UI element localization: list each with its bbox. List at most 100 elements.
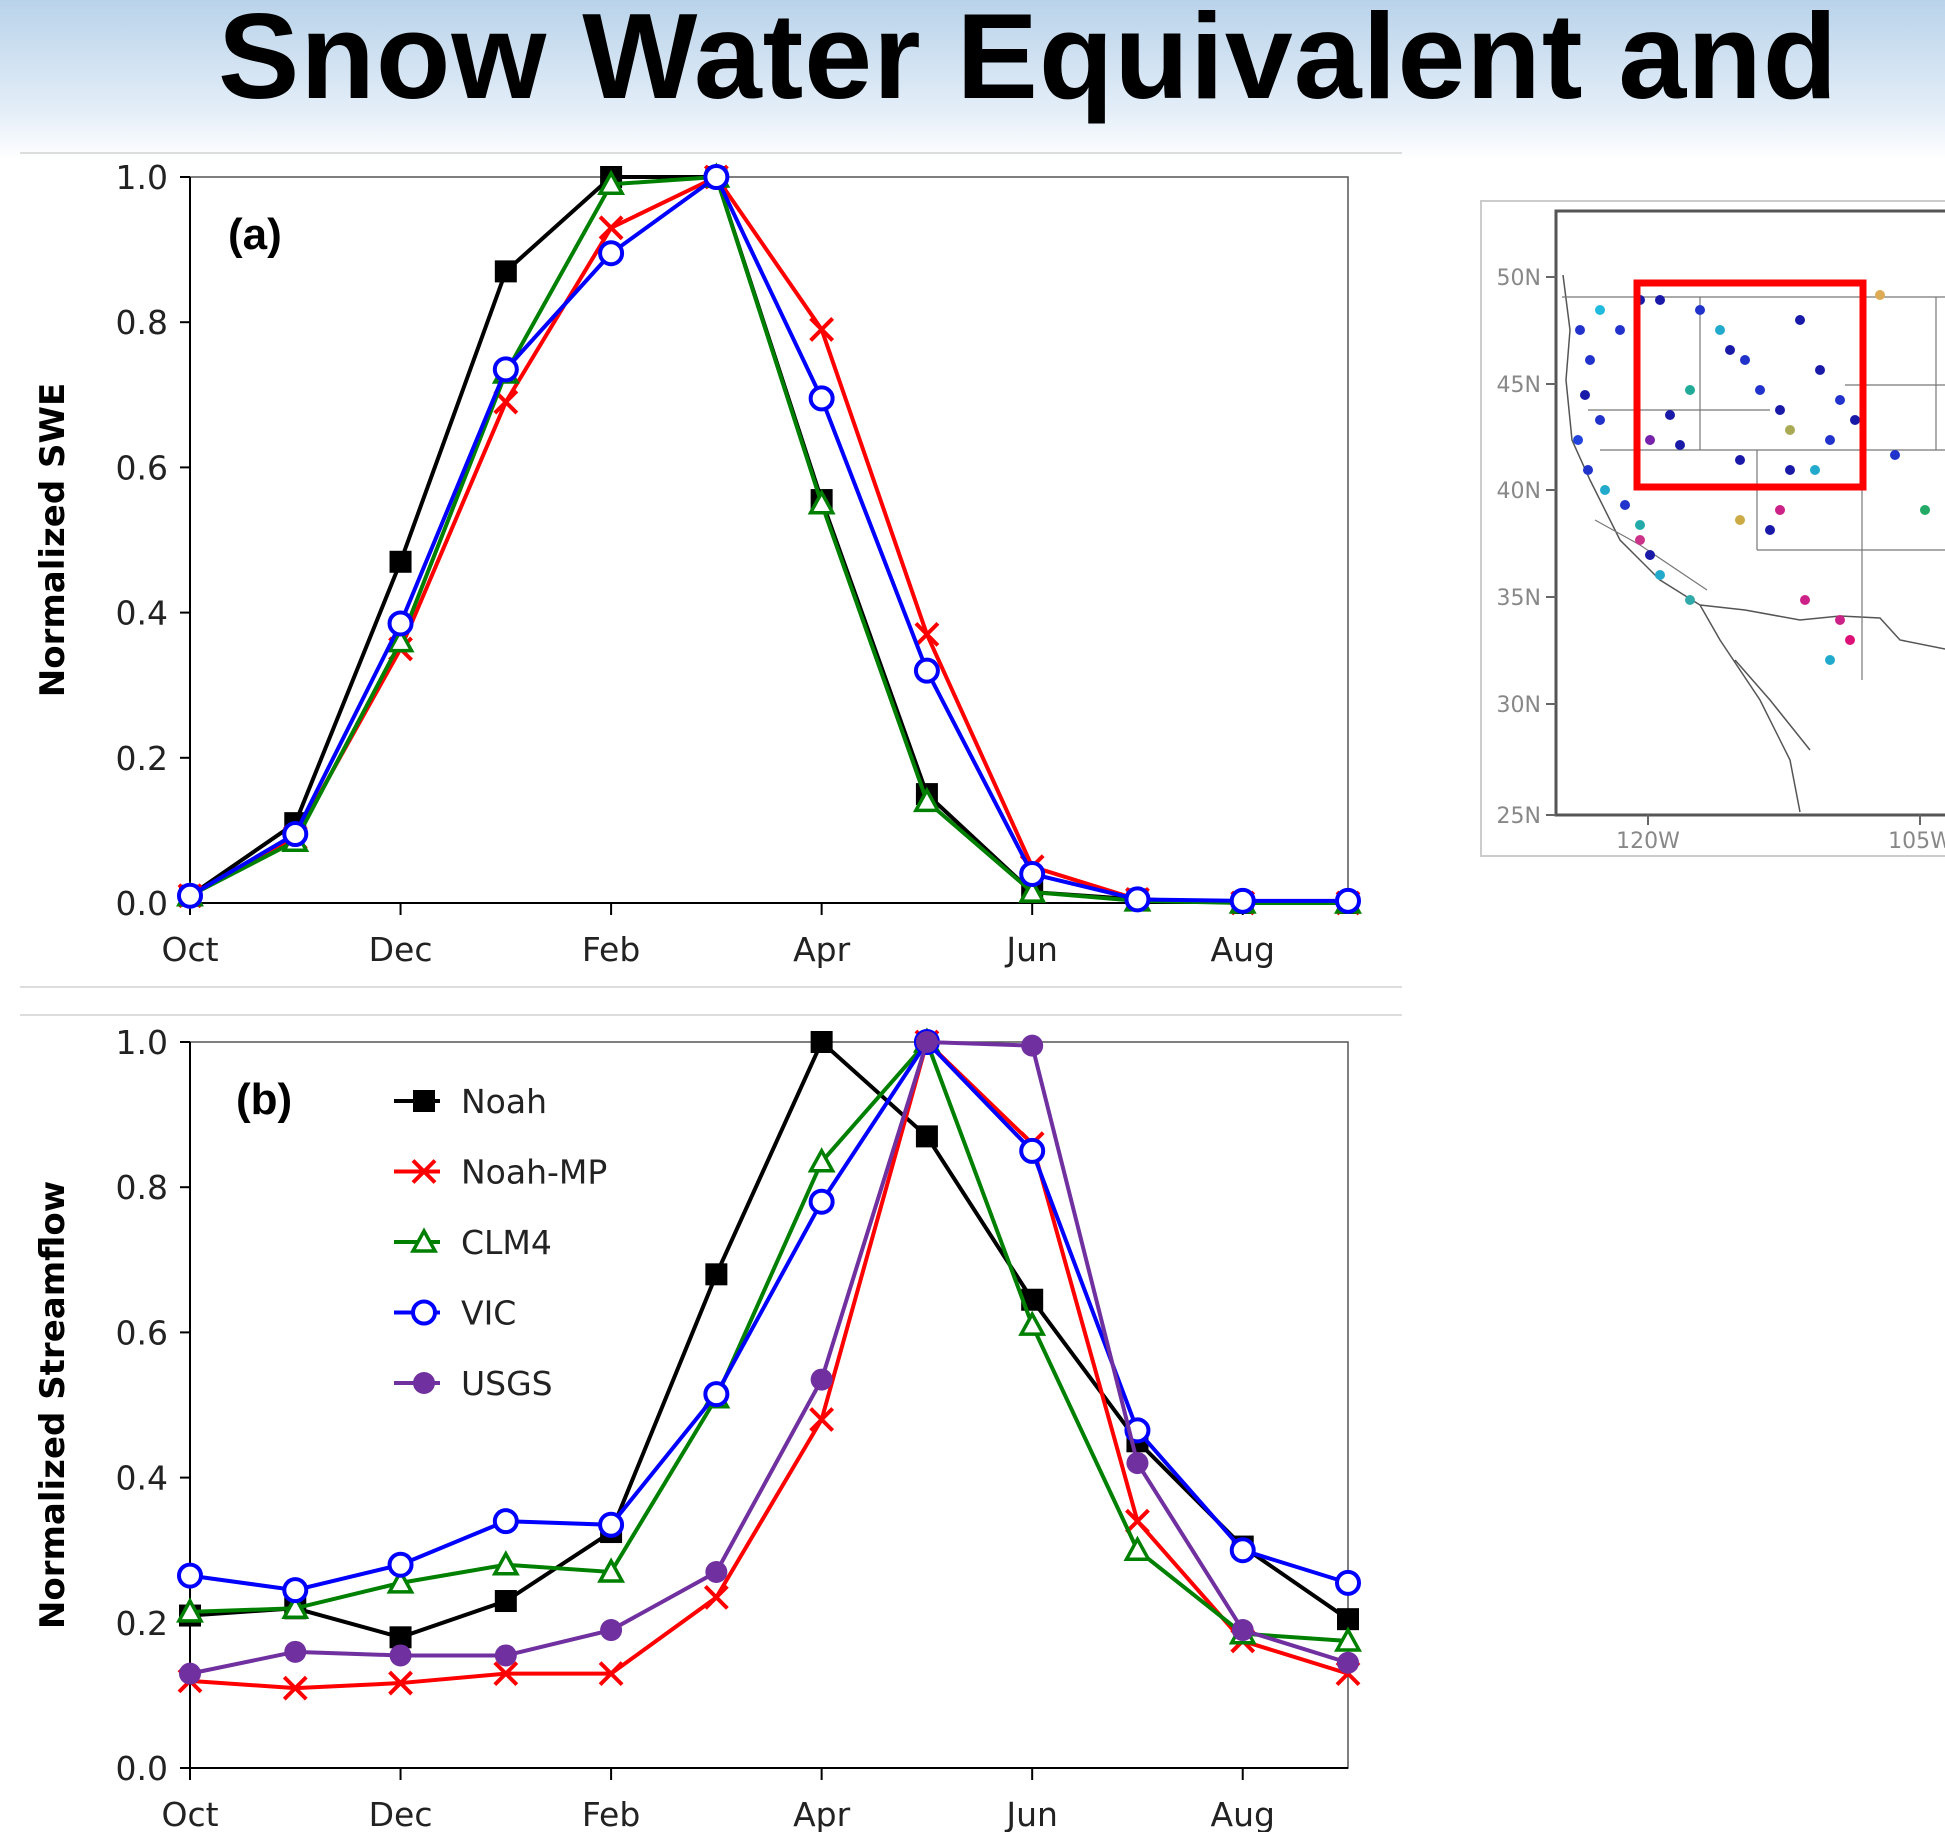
data-point <box>1126 1452 1149 1475</box>
data-point <box>703 1381 730 1408</box>
lon-label: 120W <box>1616 829 1680 854</box>
y-tick-label: 0.4 <box>116 1459 168 1498</box>
series-line <box>189 1038 1349 1593</box>
data-point <box>912 786 941 813</box>
data-point <box>809 1407 835 1432</box>
y-tick-label: 0.4 <box>116 594 168 633</box>
data-point <box>597 1557 626 1583</box>
lat-label: 30N <box>1497 693 1541 718</box>
data-point <box>808 1188 835 1215</box>
y-tick-label: 0.2 <box>116 1604 168 1643</box>
station-dot <box>1740 355 1750 365</box>
data-point <box>914 621 940 647</box>
lat-label: 50N <box>1497 266 1541 291</box>
data-point <box>389 550 412 573</box>
x-tick-label: Feb <box>582 930 640 969</box>
station-dot <box>1635 520 1645 530</box>
data-point <box>388 1670 413 1696</box>
legend-item: USGS <box>394 1364 553 1403</box>
data-point <box>494 1590 517 1613</box>
station-dot <box>1595 305 1605 315</box>
data-point <box>493 1661 519 1687</box>
data-point <box>705 1560 728 1583</box>
legend-marker <box>413 1090 435 1112</box>
series-noah-mp <box>177 164 1361 916</box>
map-plot-area <box>1554 209 1945 817</box>
station-dot <box>1573 435 1583 445</box>
station-dot <box>1835 395 1845 405</box>
x-tick-label: Jun <box>1004 930 1058 969</box>
station-dot <box>1850 415 1860 425</box>
legend-label: USGS <box>461 1364 553 1403</box>
series-noah-mp <box>177 1029 1361 1701</box>
data-point <box>387 1551 414 1578</box>
x-tick-label: Apr <box>793 930 851 969</box>
series-line <box>189 1038 1350 1640</box>
legend-marker <box>413 1372 435 1394</box>
data-point <box>1335 887 1361 914</box>
data-point <box>1229 1537 1256 1564</box>
station-dot <box>1735 515 1745 525</box>
streamflow-chart: 0.0 0.2 0.4 0.6 0.8 1.0 Oct Dec Feb Apr Jun Aug Norm… <box>33 1023 1362 1832</box>
y-tick-label: 1.0 <box>116 1023 168 1062</box>
station-dot <box>1675 440 1685 450</box>
x-tick-label: Apr <box>793 1795 851 1832</box>
plot-frame <box>189 1041 1349 1769</box>
legend-label: Noah <box>461 1082 547 1121</box>
station-dot <box>1875 290 1885 300</box>
data-point <box>807 489 836 515</box>
station-dot <box>1765 525 1775 535</box>
station-dot <box>1775 405 1785 415</box>
station-map: 50N 45N 40N 35N 30N 25N 120W 105W <box>1480 200 1945 857</box>
station-dot <box>1655 570 1665 580</box>
x-tick-label: Dec <box>369 1795 433 1832</box>
data-point <box>915 1031 938 1053</box>
series-clm4 <box>176 162 1362 914</box>
data-point <box>1019 1137 1046 1164</box>
series-noah <box>179 1031 1359 1649</box>
legend-marker <box>410 1227 438 1253</box>
data-point <box>598 1511 625 1538</box>
x-tick-label: Jun <box>1004 1795 1058 1832</box>
series-vic <box>177 1029 1361 1604</box>
legend-item: Noah-MP <box>394 1153 607 1192</box>
station-dot <box>1575 325 1585 335</box>
data-point <box>1337 1608 1359 1631</box>
lat-label: 40N <box>1497 479 1541 504</box>
data-point <box>494 260 517 283</box>
data-point <box>808 385 835 412</box>
station-dot <box>1785 465 1795 475</box>
station-dot <box>1600 485 1610 495</box>
station-dot <box>1810 465 1820 475</box>
data-point <box>807 1147 836 1173</box>
data-point <box>386 627 415 653</box>
station-dot <box>1645 435 1655 445</box>
data-point <box>810 1368 833 1391</box>
station-dot <box>1775 505 1785 515</box>
station-dot <box>1845 635 1855 645</box>
data-point <box>1018 1310 1047 1336</box>
series-noah <box>179 166 1359 914</box>
data-point <box>177 882 203 909</box>
series-line <box>188 173 1348 903</box>
y-tick-label: 0.8 <box>116 303 168 342</box>
legend-item: VIC <box>394 1294 516 1333</box>
data-point <box>598 1661 624 1687</box>
data-point <box>598 215 624 241</box>
data-point <box>1018 877 1047 903</box>
y-tick-label: 0.6 <box>116 448 168 487</box>
data-point <box>810 1031 833 1053</box>
data-point <box>1021 1034 1044 1057</box>
study-region-box <box>1633 279 1867 491</box>
swe-chart: 0.0 0.2 0.4 0.6 0.8 1.0 Oct Dec Feb Apr Jun Aug Norm… <box>33 158 1362 969</box>
data-point <box>281 1593 310 1620</box>
data-point <box>389 1644 412 1667</box>
station-dot <box>1685 385 1695 395</box>
data-point <box>282 1675 308 1701</box>
data-point <box>809 317 835 342</box>
series-usgs <box>179 1031 1359 1685</box>
data-point <box>176 1597 204 1623</box>
lat-label: 45N <box>1497 373 1541 398</box>
data-point <box>1125 1508 1150 1534</box>
y-tick-label: 1.0 <box>116 158 168 197</box>
